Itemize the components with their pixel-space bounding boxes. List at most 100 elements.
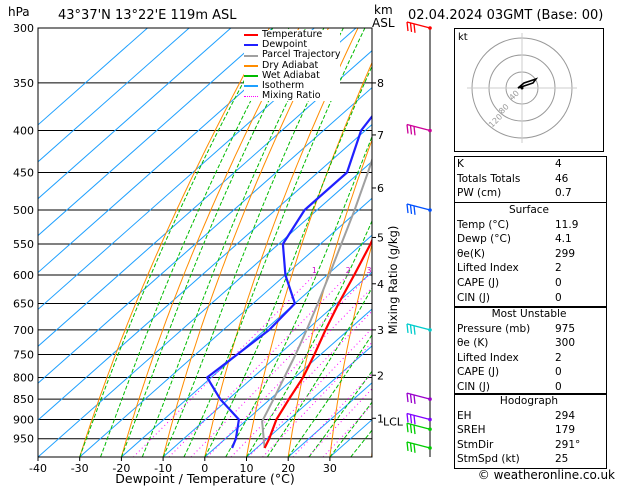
stat-value: 25: [555, 453, 569, 466]
km-tick-label: 5: [377, 231, 384, 244]
pressure-tick-label: 950: [13, 433, 34, 446]
stat-row: Pressure (mb) 975: [453, 322, 605, 337]
hodograph-table: Hodograph EH 294 SREH 179 StmDir 291° StmSpd (…: [453, 394, 605, 467]
wet-adiabat-line: [246, 219, 372, 457]
wind-barb-flag: [413, 126, 416, 136]
stat-row: Lifted Index 2: [453, 261, 605, 276]
isotherm-line: [121, 234, 372, 457]
wind-barb-flag: [406, 21, 409, 32]
stat-value: 0.7: [555, 187, 572, 200]
legend-label: Isotherm: [262, 80, 305, 92]
legend-label: Wet Adiabat: [262, 69, 320, 81]
stat-label: EH: [457, 409, 472, 422]
legend-swatch: [244, 95, 258, 97]
stat-value: 975: [555, 322, 576, 335]
surface-table: Surface Temp (°C) 11.9 Dewp (°C) 4.1 θe(K) 29…: [453, 203, 605, 305]
stat-value: 291°: [555, 438, 581, 451]
dewpoint-line: [206, 114, 372, 449]
stat-label: K: [457, 158, 464, 170]
wind-barb: [406, 203, 432, 215]
isotherm-line: [204, 308, 372, 457]
stat-row: PW (cm) 0.7: [453, 186, 605, 201]
hodograph-frame: [454, 28, 604, 152]
x-axis-label: Dewpoint / Temperature (°C): [115, 471, 294, 486]
wet-adiabat-line: [100, 28, 290, 457]
mixing-ratio-label: 10: [432, 266, 442, 275]
dry-adiabat-line: [120, 28, 300, 457]
wind-barb: [406, 21, 432, 33]
dry-adiabat-line: [162, 28, 329, 457]
isotherm-line: [162, 271, 372, 457]
stat-label: Pressure (mb): [457, 322, 531, 335]
pressure-tick-label: 550: [13, 238, 34, 251]
x-tick-label: -30: [71, 462, 89, 475]
stat-row: Dewp (°C) 4.1: [453, 232, 605, 247]
legend-entry: Wet Adiabat: [244, 69, 340, 81]
stat-label: CIN (J): [457, 380, 490, 393]
legend-entry: Isotherm: [244, 80, 340, 92]
wind-barb-flag: [409, 393, 413, 404]
mixing-ratio-label: 1: [312, 266, 317, 275]
wind-barb-flag: [409, 414, 413, 424]
isotherm-line: [79, 197, 372, 457]
km-tick-label: 2: [377, 369, 384, 382]
stat-label: θe (K): [457, 337, 489, 350]
lcl-label: LCL: [383, 415, 404, 428]
pressure-tick-label: 850: [13, 393, 34, 406]
wind-barb-dot: [428, 26, 432, 30]
legend-swatch: [244, 74, 258, 77]
wind-barb-flag: [413, 424, 416, 435]
stat-value: 0: [555, 276, 562, 289]
unstable-box: [454, 306, 607, 395]
wet-adiabat-line: [162, 28, 344, 457]
legend-swatch: [244, 44, 258, 47]
stat-value: 4: [555, 158, 562, 170]
stat-value: 4.1: [555, 233, 572, 246]
dry-adiabat-line: [79, 28, 270, 457]
stat-label: Lifted Index: [457, 262, 519, 275]
wind-barb-dot: [428, 128, 432, 133]
stat-label: CAPE (J): [457, 276, 500, 289]
legend-label: Temperature: [262, 29, 323, 40]
wind-barb-flag: [406, 124, 409, 134]
mixing-ratio-label: 8: [421, 266, 426, 275]
isotherm-line: [287, 382, 372, 457]
stat-row: CAPE (J) 0: [453, 365, 605, 380]
legend-swatch: [244, 54, 258, 57]
x-tick-label: 0: [201, 462, 208, 475]
pressure-tick-label: 650: [13, 298, 34, 311]
stat-row: EH 294: [453, 409, 605, 424]
pressure-tick-label: 900: [13, 413, 34, 426]
surface-title: Surface: [508, 204, 549, 216]
wind-barb-flag: [409, 125, 413, 135]
pressure-tick-label: 800: [13, 371, 34, 384]
wind-barb-dot: [428, 427, 432, 432]
wind-barb-flag: [406, 323, 409, 333]
pressure-tick-label: 600: [13, 269, 34, 282]
stat-value: 11.9: [555, 218, 579, 231]
legend-swatch: [244, 34, 258, 37]
asl-unit-label: ASL: [372, 16, 395, 30]
stat-value: 46: [555, 172, 569, 185]
datetime-title: 02.04.2024 03GMT (Base: 00): [408, 8, 604, 23]
wet-adiabat-line: [120, 28, 307, 457]
dry-adiabat-line: [246, 61, 372, 457]
footer-credit: © weatheronline.co.uk: [477, 468, 615, 482]
isotherm-line: [38, 86, 372, 384]
wind-barb-flag: [413, 205, 416, 215]
isotherm-line: [38, 28, 315, 274]
parcel-trajectory-line: [261, 157, 372, 449]
dry-adiabat-line: [329, 242, 372, 457]
stat-label: Totals Totals: [457, 172, 521, 185]
stat-label: Lifted Index: [457, 351, 519, 364]
stat-value: 300: [555, 337, 576, 350]
pressure-tick-label: 350: [13, 77, 34, 90]
km-tick-label: 4: [377, 278, 384, 291]
temperature-line: [263, 238, 372, 449]
stat-label: θe(K): [457, 247, 485, 260]
wet-adiabat-line: [266, 286, 372, 457]
stat-value: 294: [555, 409, 576, 422]
legend-label: Dewpoint: [262, 39, 308, 51]
wind-barb-dot: [428, 397, 432, 401]
